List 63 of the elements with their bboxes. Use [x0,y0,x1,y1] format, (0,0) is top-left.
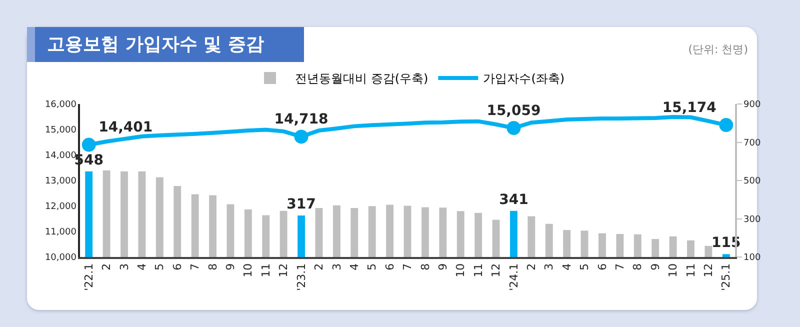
y2-tick-label: 700 [744,138,761,148]
x-tick-label: '23.1 [294,263,308,291]
x-tick-label: 9 [224,263,238,270]
legend-label: 가입자수(좌축) [483,72,565,86]
x-tick-label: '24.1 [507,263,520,291]
x-tick-label: 9 [648,263,662,270]
y-tick-label: 11,000 [44,228,77,238]
data-label: 15,174 [662,100,717,116]
point [719,118,734,132]
x-tick-label: 12 [490,263,503,278]
x-tick-label: 4 [560,263,574,270]
x-tick-label: 10 [242,263,255,278]
x-tick-label: '22.1 [82,263,96,291]
point [82,138,96,152]
legend-label: 전년동월대비 증감(우축) [295,72,428,86]
x-tick-label: 5 [578,263,592,270]
x-tick-label: 11 [472,263,485,278]
x-tick-label: 3 [330,263,344,270]
x-tick-label: '25.1 [720,263,733,291]
text: (단위: 천명) [688,42,748,57]
y-tick-label: 13,000 [44,176,77,187]
x-tick-label: 2 [524,263,538,270]
x-tick-label: 12 [702,263,716,278]
x-tick-label: 8 [206,263,220,270]
data-label: 317 [286,196,316,212]
y2-tick-label: 100 [744,253,761,264]
point [506,121,521,135]
y-tick-label: 10,000 [44,253,77,264]
data-label: 14,718 [274,111,328,128]
x-tick-label: 10 [454,263,468,278]
x-tick-label: 6 [383,263,396,270]
x-tick-label: 2 [100,263,114,270]
x-tick-label: 5 [153,263,166,270]
y-tick-label: 15,000 [44,126,77,136]
x-tick-label: 7 [401,263,414,270]
y2-tick-label: 500 [744,176,761,187]
x-tick-label: 7 [188,263,202,270]
x-tick-label: 7 [614,263,627,270]
x-tick-label: 11 [259,263,272,278]
x-tick-label: 8 [418,263,432,270]
x-tick-label: 6 [596,263,609,270]
x-tick-label: 2 [312,263,326,270]
data-label: 15,059 [486,102,541,119]
y2-tick-label: 900 [744,100,761,110]
x-tick-label: 8 [631,263,644,270]
data-label: 341 [499,192,528,208]
x-tick-label: 9 [436,263,450,270]
x-tick-label: 3 [118,263,131,270]
x-tick-label: 6 [170,263,184,270]
x-tick-label: 10 [666,263,680,278]
y2-tick-label: 300 [744,214,761,225]
point [294,130,308,144]
x-tick-label: 4 [348,263,361,270]
x-tick-label: 12 [277,263,290,278]
y-tick-label: 14,000 [44,151,77,162]
y-tick-label: 12,000 [44,202,77,212]
chart-title: 고용보험 가입자수 및 증감 [27,27,304,62]
x-tick-label: 4 [136,263,149,270]
x-tick-label: 3 [542,263,556,270]
x-tick-label: 11 [684,263,698,278]
x-tick-label: 5 [366,263,379,270]
data-label: 14,401 [98,120,153,136]
y-tick-label: 16,000 [44,100,77,110]
